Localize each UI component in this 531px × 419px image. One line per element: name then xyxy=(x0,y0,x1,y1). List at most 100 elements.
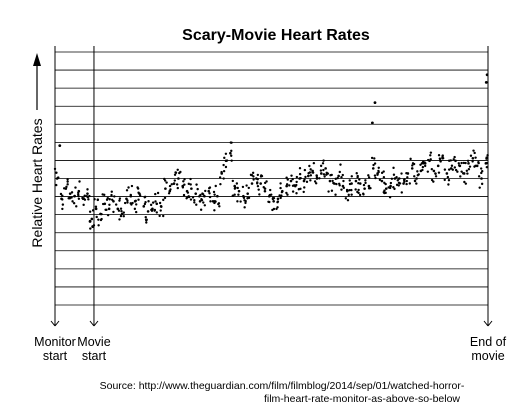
data-point xyxy=(137,191,140,194)
marker-arrow-left xyxy=(50,320,56,327)
data-point xyxy=(438,157,442,160)
data-point xyxy=(465,169,469,173)
data-point xyxy=(384,191,387,195)
data-point xyxy=(388,195,392,199)
data-point xyxy=(91,209,95,212)
data-point xyxy=(160,205,163,208)
data-point xyxy=(457,162,460,165)
data-point xyxy=(262,185,265,189)
data-point xyxy=(432,169,436,173)
data-point xyxy=(382,170,385,173)
data-point xyxy=(257,188,260,191)
data-point xyxy=(356,175,359,179)
data-point xyxy=(175,183,179,186)
data-point xyxy=(460,161,463,165)
data-point xyxy=(245,184,248,187)
data-point xyxy=(484,80,488,84)
data-point xyxy=(158,201,162,205)
data-point xyxy=(474,156,477,159)
data-point xyxy=(390,177,394,180)
data-point xyxy=(451,168,455,171)
data-point xyxy=(477,161,480,165)
data-point xyxy=(222,169,226,173)
data-point xyxy=(101,202,105,206)
data-point xyxy=(146,210,150,213)
data-point xyxy=(485,73,489,77)
data-point xyxy=(66,183,69,186)
data-point xyxy=(445,172,449,175)
data-point xyxy=(172,182,176,186)
data-point xyxy=(376,173,379,176)
data-point xyxy=(61,203,65,206)
data-point xyxy=(57,176,60,179)
data-point xyxy=(271,208,274,212)
data-point xyxy=(223,156,226,160)
data-point xyxy=(410,167,414,170)
data-point xyxy=(474,164,477,168)
data-point xyxy=(377,166,380,169)
data-point xyxy=(464,182,468,185)
data-point xyxy=(263,181,267,185)
data-point xyxy=(473,151,476,155)
data-point xyxy=(113,195,116,198)
data-point xyxy=(97,218,100,221)
data-point xyxy=(177,177,180,180)
data-point xyxy=(78,180,81,183)
data-point xyxy=(189,177,192,181)
data-point xyxy=(357,188,360,192)
data-point xyxy=(471,156,475,160)
data-point xyxy=(447,179,451,182)
data-point xyxy=(373,101,377,104)
data-point xyxy=(110,198,114,202)
data-point xyxy=(314,182,318,185)
data-point xyxy=(77,197,81,200)
x-tick-label-line2: start xyxy=(43,349,68,363)
data-point xyxy=(122,215,125,218)
data-point xyxy=(339,163,342,166)
data-point xyxy=(55,171,58,174)
data-point xyxy=(437,153,441,157)
data-point xyxy=(150,209,154,212)
data-point xyxy=(183,178,186,181)
data-point xyxy=(252,175,255,178)
data-point xyxy=(480,182,484,186)
data-point xyxy=(107,207,111,211)
marker-lines xyxy=(50,46,493,327)
data-point xyxy=(70,191,74,194)
data-point xyxy=(225,159,229,162)
data-point xyxy=(454,159,457,163)
data-point xyxy=(304,175,307,179)
data-point xyxy=(319,164,323,168)
data-point xyxy=(362,183,366,187)
data-point xyxy=(456,170,459,173)
data-point xyxy=(292,184,296,187)
data-point xyxy=(364,179,367,182)
data-point xyxy=(295,183,298,187)
data-point xyxy=(72,202,76,205)
data-point xyxy=(170,183,173,186)
data-point xyxy=(93,198,96,201)
data-point xyxy=(159,209,162,212)
data-point xyxy=(122,211,125,214)
data-point xyxy=(188,195,191,199)
grid-lines xyxy=(55,51,488,306)
data-point xyxy=(290,174,293,177)
data-point xyxy=(330,173,333,177)
data-point xyxy=(303,168,307,172)
data-point xyxy=(241,185,245,189)
data-point xyxy=(118,218,121,221)
data-point xyxy=(377,170,380,174)
data-point xyxy=(233,193,236,196)
data-point xyxy=(229,151,232,155)
data-point xyxy=(258,193,261,196)
data-point xyxy=(173,179,176,182)
source-line-2: film-heart-rate-monitor-as-above-so-belo… xyxy=(264,393,460,405)
data-point xyxy=(307,171,310,175)
data-point xyxy=(269,188,272,192)
data-point xyxy=(383,189,386,192)
data-point xyxy=(319,169,323,172)
data-point xyxy=(211,199,215,203)
data-point xyxy=(354,179,358,183)
data-point xyxy=(373,174,377,177)
data-point xyxy=(415,177,418,180)
